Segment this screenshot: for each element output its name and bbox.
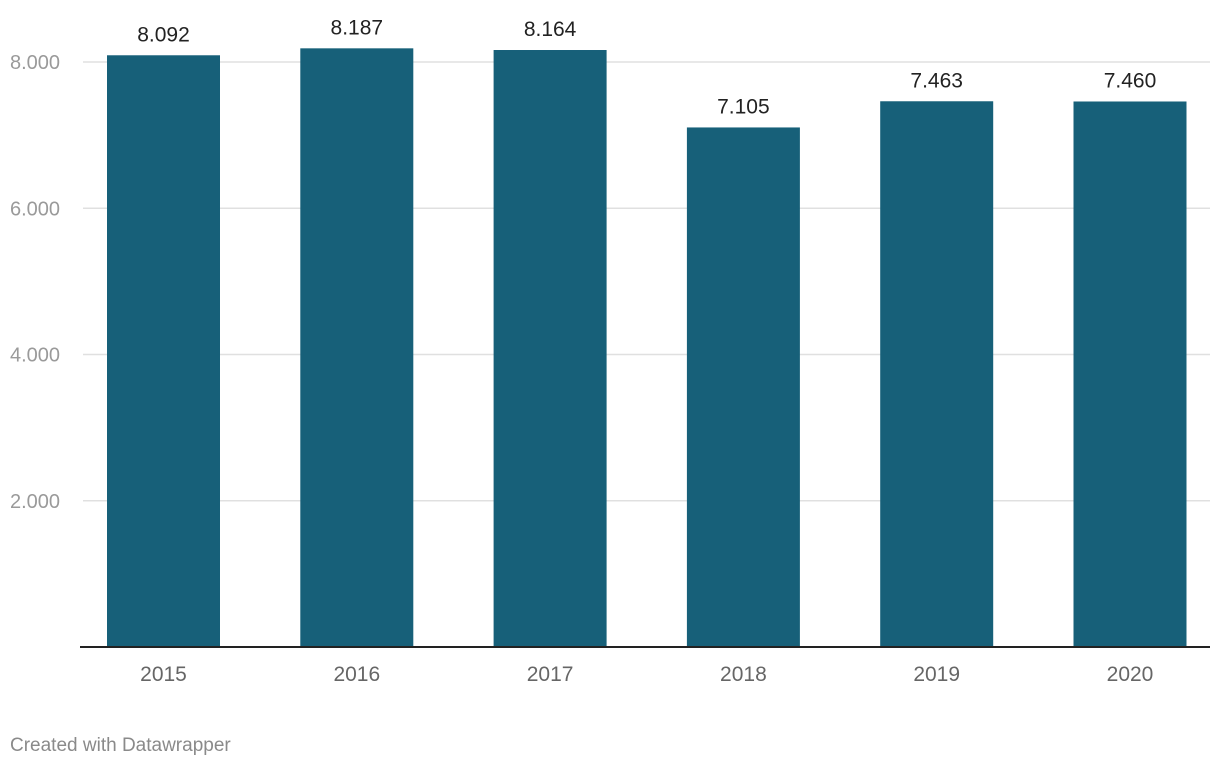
bar-chart: 2.000 4.000 6.000 8.000 8.092 2015 8.187 2016 8.… <box>10 16 1210 686</box>
bar-2019 <box>880 101 994 647</box>
value-label: 7.463 <box>910 69 963 92</box>
y-tick-label: 4.000 <box>10 345 60 367</box>
y-tick-label: 6.000 <box>10 198 60 220</box>
bar-2015 <box>107 55 220 647</box>
bar-2017 <box>493 50 607 647</box>
x-tick-label: 2019 <box>913 663 960 686</box>
value-label: 8.164 <box>524 18 577 41</box>
value-label: 7.105 <box>717 95 770 118</box>
credit-text: Created with Datawrapper <box>10 735 231 756</box>
x-tick-label: 2015 <box>140 663 187 686</box>
x-tick-label: 2017 <box>527 663 574 686</box>
x-tick-label: 2020 <box>1107 663 1154 686</box>
bar-2020 <box>1073 101 1187 648</box>
value-label: 7.460 <box>1104 69 1157 92</box>
bar-2018 <box>686 127 800 647</box>
x-tick-label: 2018 <box>720 663 767 686</box>
value-label: 8.187 <box>331 16 384 39</box>
bar-2016 <box>300 48 414 648</box>
y-tick-label: 2.000 <box>10 491 60 513</box>
x-tick-label: 2016 <box>333 663 380 686</box>
y-tick-label: 8.000 <box>10 52 60 74</box>
value-label: 8.092 <box>137 23 190 46</box>
